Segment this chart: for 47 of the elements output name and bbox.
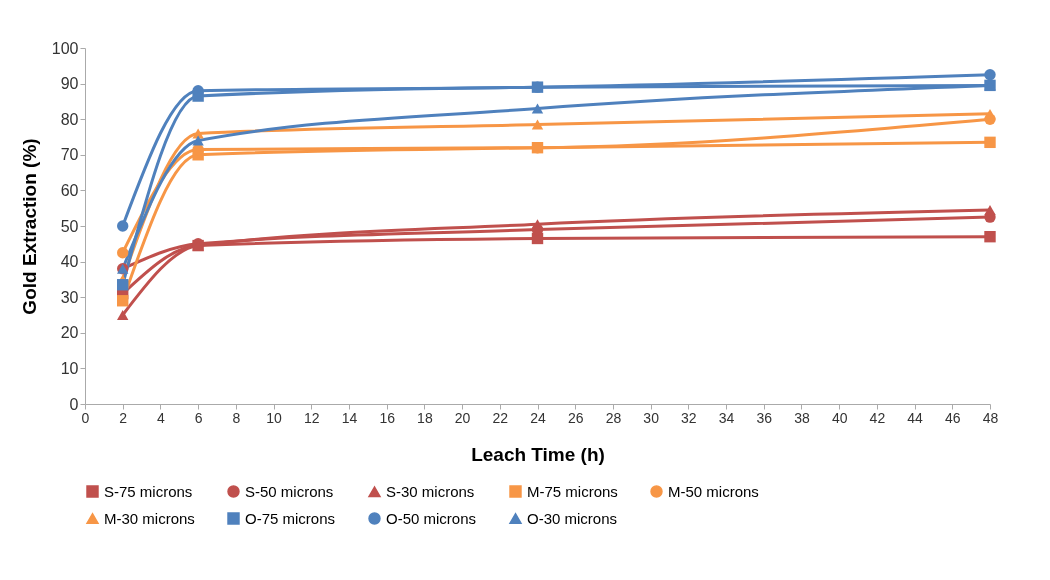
legend-label: O-75 microns: [245, 509, 336, 527]
x-tick-label: 38: [794, 409, 810, 426]
x-tick-label: 32: [681, 409, 697, 426]
y-tick-label: 60: [60, 181, 79, 199]
y-tick-label: 100: [51, 39, 79, 57]
x-axis-title: Leach Time (h): [471, 443, 605, 465]
y-tick-label: 30: [60, 288, 79, 306]
y-tick-label: 70: [60, 146, 79, 164]
x-tick-label: 26: [567, 409, 584, 426]
legend-label: O-30 microns: [527, 509, 618, 527]
y-tick-label: 90: [60, 75, 79, 93]
x-tick-label: 40: [831, 409, 848, 426]
x-tick-label: 24: [530, 409, 546, 426]
x-tick-label: 42: [869, 409, 886, 426]
legend-label: S-30 microns: [386, 482, 475, 500]
x-tick-label: 6: [194, 409, 203, 426]
x-tick-label: 16: [379, 409, 396, 426]
x-tick-label: 20: [454, 409, 471, 426]
x-tick-label: 36: [756, 409, 773, 426]
y-tick-label: 50: [60, 217, 79, 235]
x-tick-label: 0: [81, 409, 90, 426]
x-tick-label: 10: [266, 409, 283, 426]
x-tick-label: 34: [718, 409, 735, 426]
x-tick-label: 22: [492, 409, 509, 426]
y-tick-label: 20: [60, 324, 79, 342]
y-tick-label: 0: [69, 395, 79, 413]
legend-label: M-75 microns: [527, 482, 618, 500]
x-tick-label: 48: [982, 409, 999, 426]
legend-label: S-50 microns: [245, 482, 334, 500]
legend-label: S-75 microns: [104, 482, 193, 500]
x-tick-label: 28: [605, 409, 622, 426]
y-tick-label: 80: [60, 110, 79, 128]
x-tick-label: 18: [417, 409, 433, 426]
legend-label: O-50 microns: [386, 509, 477, 527]
x-tick-label: 44: [907, 409, 924, 426]
x-tick-label: 4: [157, 409, 166, 426]
x-tick-label: 30: [643, 409, 660, 426]
legend-label: M-50 microns: [668, 482, 759, 500]
x-tick-label: 2: [119, 409, 128, 426]
x-tick-label: 14: [341, 409, 358, 426]
x-tick-label: 12: [303, 409, 320, 426]
x-tick-label: 46: [945, 409, 961, 426]
y-tick-label: 40: [60, 253, 79, 271]
y-axis-title: Gold Extraction (%): [18, 138, 40, 315]
legend-label: M-30 microns: [104, 509, 195, 527]
x-tick-label: 8: [232, 409, 241, 426]
y-tick-label: 10: [60, 359, 79, 377]
